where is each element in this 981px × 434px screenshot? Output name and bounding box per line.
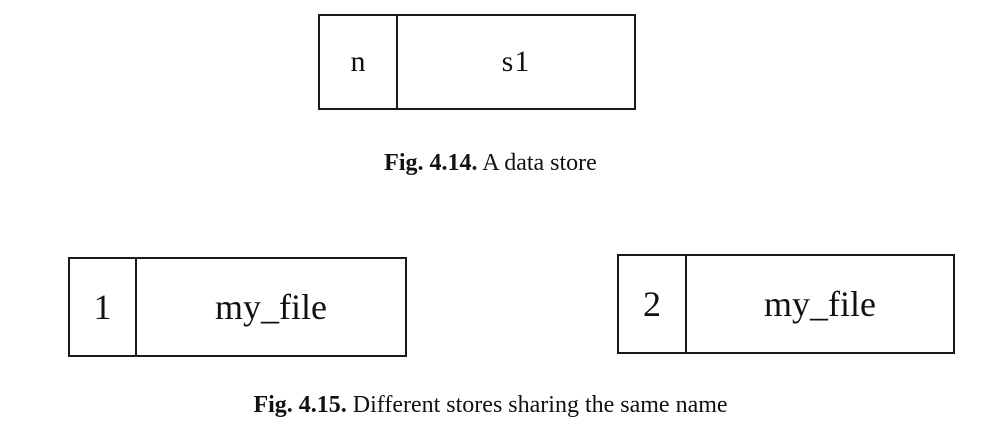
caption-label: Fig. 4.14. [384, 150, 478, 176]
caption-text: A data store [482, 150, 597, 176]
store-id-cell: n [320, 16, 398, 108]
caption-text: Different stores sharing the same name [352, 392, 728, 418]
store-id-cell: 1 [70, 259, 137, 355]
store-name-cell: my_file [764, 284, 876, 324]
store-name-cell: my_file [215, 287, 327, 327]
store-id-cell: 2 [619, 256, 687, 352]
figure-caption-4-15: Fig. 4.15. Different stores sharing the … [0, 392, 981, 419]
caption-label: Fig. 4.15. [253, 392, 347, 418]
data-store-1: 1 my_file [68, 257, 407, 357]
store-name-cell: s1 [501, 45, 531, 78]
figure-caption-4-14: Fig. 4.14. A data store [0, 150, 981, 177]
data-store-2: 2 my_file [617, 254, 955, 354]
data-store-s1: n s1 [318, 14, 636, 110]
